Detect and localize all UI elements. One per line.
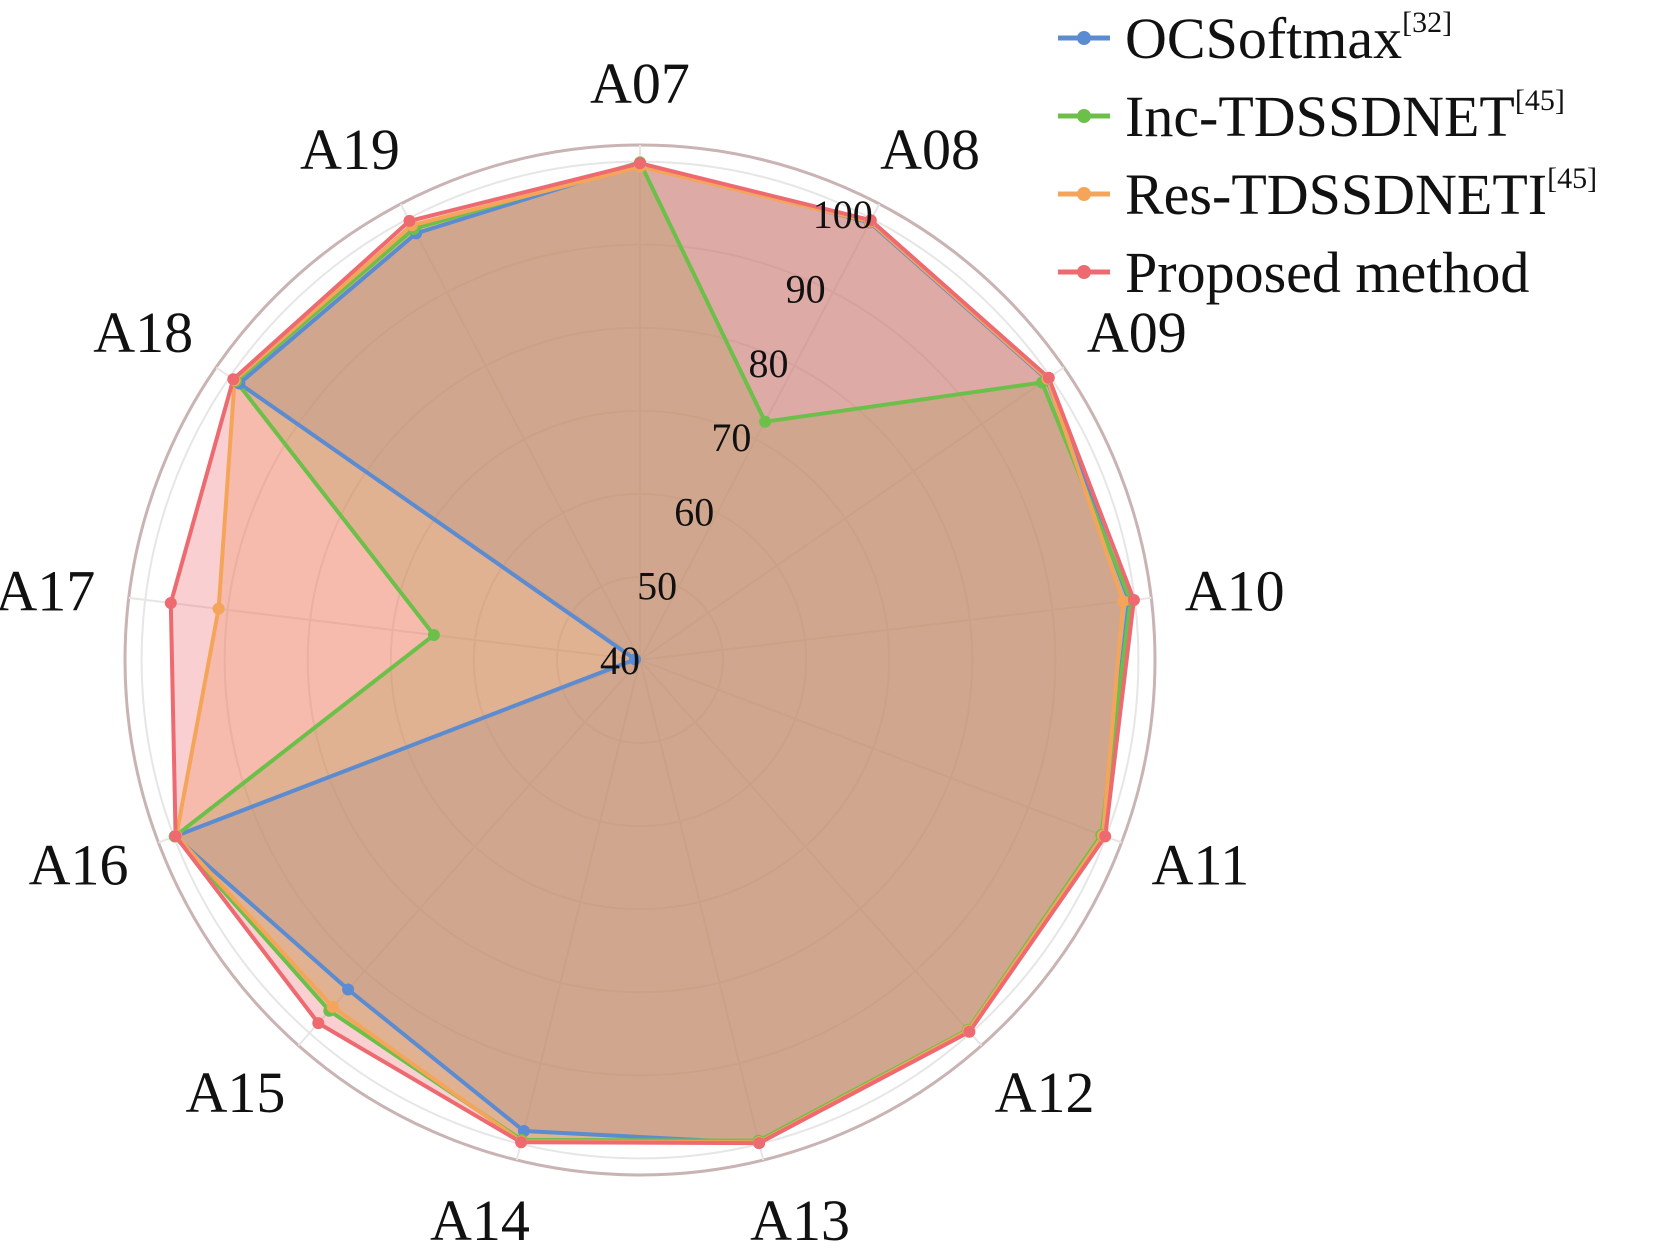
series-line-3	[168, 161, 1136, 1146]
legend-label-1: Inc-TDSSDNET[45]	[1125, 84, 1565, 149]
spoke-A19	[399, 203, 641, 661]
series-2-point-A10	[1117, 595, 1130, 608]
spoke-A15	[297, 659, 641, 1047]
legend-label-2: Res-TDSSDNETI[45]	[1125, 162, 1597, 227]
series-3-point-A09	[1042, 371, 1055, 384]
axis-label-A17: A17	[0, 559, 95, 624]
spoke-A14	[515, 659, 641, 1161]
axis-label-A12: A12	[995, 1060, 1095, 1125]
axis-label-A08: A08	[880, 117, 980, 182]
axis-label-A09: A09	[1087, 300, 1187, 365]
axis-label-A19: A19	[300, 117, 400, 182]
axis-labels: A07 A08 A09 A10 A11 A12 A13 A14 A15 A16 A17 A18 A19	[0, 51, 1285, 1248]
axis-label-A10: A10	[1185, 559, 1285, 624]
series-area-1	[174, 162, 1131, 1141]
legend-marker-0	[1077, 31, 1091, 45]
series-3-point-A19	[403, 214, 416, 227]
axis-label-A16: A16	[29, 833, 129, 898]
series-3-point-A16	[169, 830, 182, 843]
axis-label-A07: A07	[590, 51, 690, 116]
tick-label-90: 90	[786, 267, 826, 312]
series-area-0	[174, 163, 1130, 1144]
series-3-point-A12	[963, 1025, 976, 1038]
series-3-point-A11	[1099, 830, 1112, 843]
series-2-point-A15	[326, 1000, 339, 1013]
axis-label-A15: A15	[186, 1060, 286, 1125]
series-3-point-A10	[1127, 594, 1140, 606]
spoke-A09	[639, 366, 1065, 661]
series-area-2	[176, 166, 1124, 1143]
axis-label-A13: A13	[750, 1188, 850, 1248]
spoke-A12	[639, 659, 983, 1047]
tick-label-100: 100	[813, 192, 873, 237]
series-points	[164, 156, 1140, 1150]
series-3-point-A15	[312, 1017, 325, 1030]
series-1-point-A08	[759, 415, 772, 428]
legend-marker-2	[1077, 187, 1091, 201]
series-0-point-A15	[342, 983, 355, 996]
series-lines	[168, 160, 1136, 1146]
spoke-A08	[639, 203, 881, 661]
legend-marker-1	[1077, 109, 1091, 123]
radial-tick-labels: 40 50 60 70 80 90 100	[600, 192, 873, 683]
chart-grid	[123, 143, 1157, 1177]
spoke-A10	[639, 596, 1152, 661]
series-3-point-A07	[634, 157, 646, 170]
legend-label-3: Proposed method	[1125, 240, 1529, 305]
legend-label-0: OCSoftmax[32]	[1125, 6, 1452, 71]
series-2-point-A17	[212, 602, 225, 615]
legend-marker-3	[1077, 265, 1091, 279]
spoke-A13	[639, 659, 765, 1161]
spoke-A11	[639, 659, 1122, 844]
axis-label-A18: A18	[93, 300, 193, 365]
tick-label-80: 80	[749, 341, 789, 386]
axis-label-A14: A14	[430, 1188, 530, 1248]
tick-label-70: 70	[711, 415, 751, 460]
series-area-3	[170, 163, 1134, 1144]
axis-label-A11: A11	[1152, 833, 1250, 898]
series-3-point-A14	[515, 1136, 528, 1149]
series-3-point-A08	[864, 214, 877, 227]
series-0-point-A17	[629, 653, 642, 666]
series-3-point-A13	[753, 1137, 766, 1150]
tick-label-40: 40	[600, 638, 640, 683]
series-3-point-A18	[227, 373, 240, 386]
series-3-point-A17	[164, 597, 177, 609]
series-areas	[170, 162, 1134, 1144]
series-1-point-A17	[427, 629, 440, 641]
legend: OCSoftmax[32] Inc-TDSSDNET[45] Res-TDSSDNE…	[1058, 6, 1597, 305]
tick-label-50: 50	[637, 564, 677, 609]
tick-label-60: 60	[674, 489, 714, 534]
